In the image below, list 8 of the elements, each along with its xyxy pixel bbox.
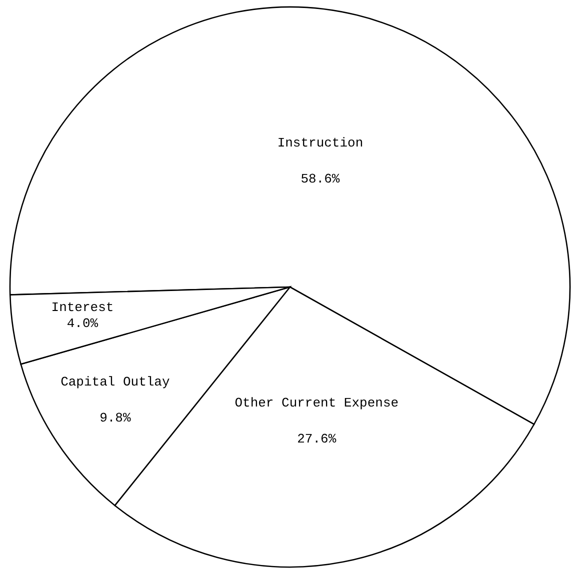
- data-label: 27.6%: [297, 431, 336, 446]
- data-label: 9.8%: [100, 410, 131, 426]
- slice-label: Capital Outlay: [60, 374, 170, 390]
- data-label: 58.6%: [300, 172, 340, 187]
- slice-label: Other Current Expense: [234, 395, 399, 410]
- data-label: 4.0%: [66, 316, 98, 332]
- slice-label: Interest: [51, 300, 114, 316]
- slice-label: Instruction: [277, 136, 364, 151]
